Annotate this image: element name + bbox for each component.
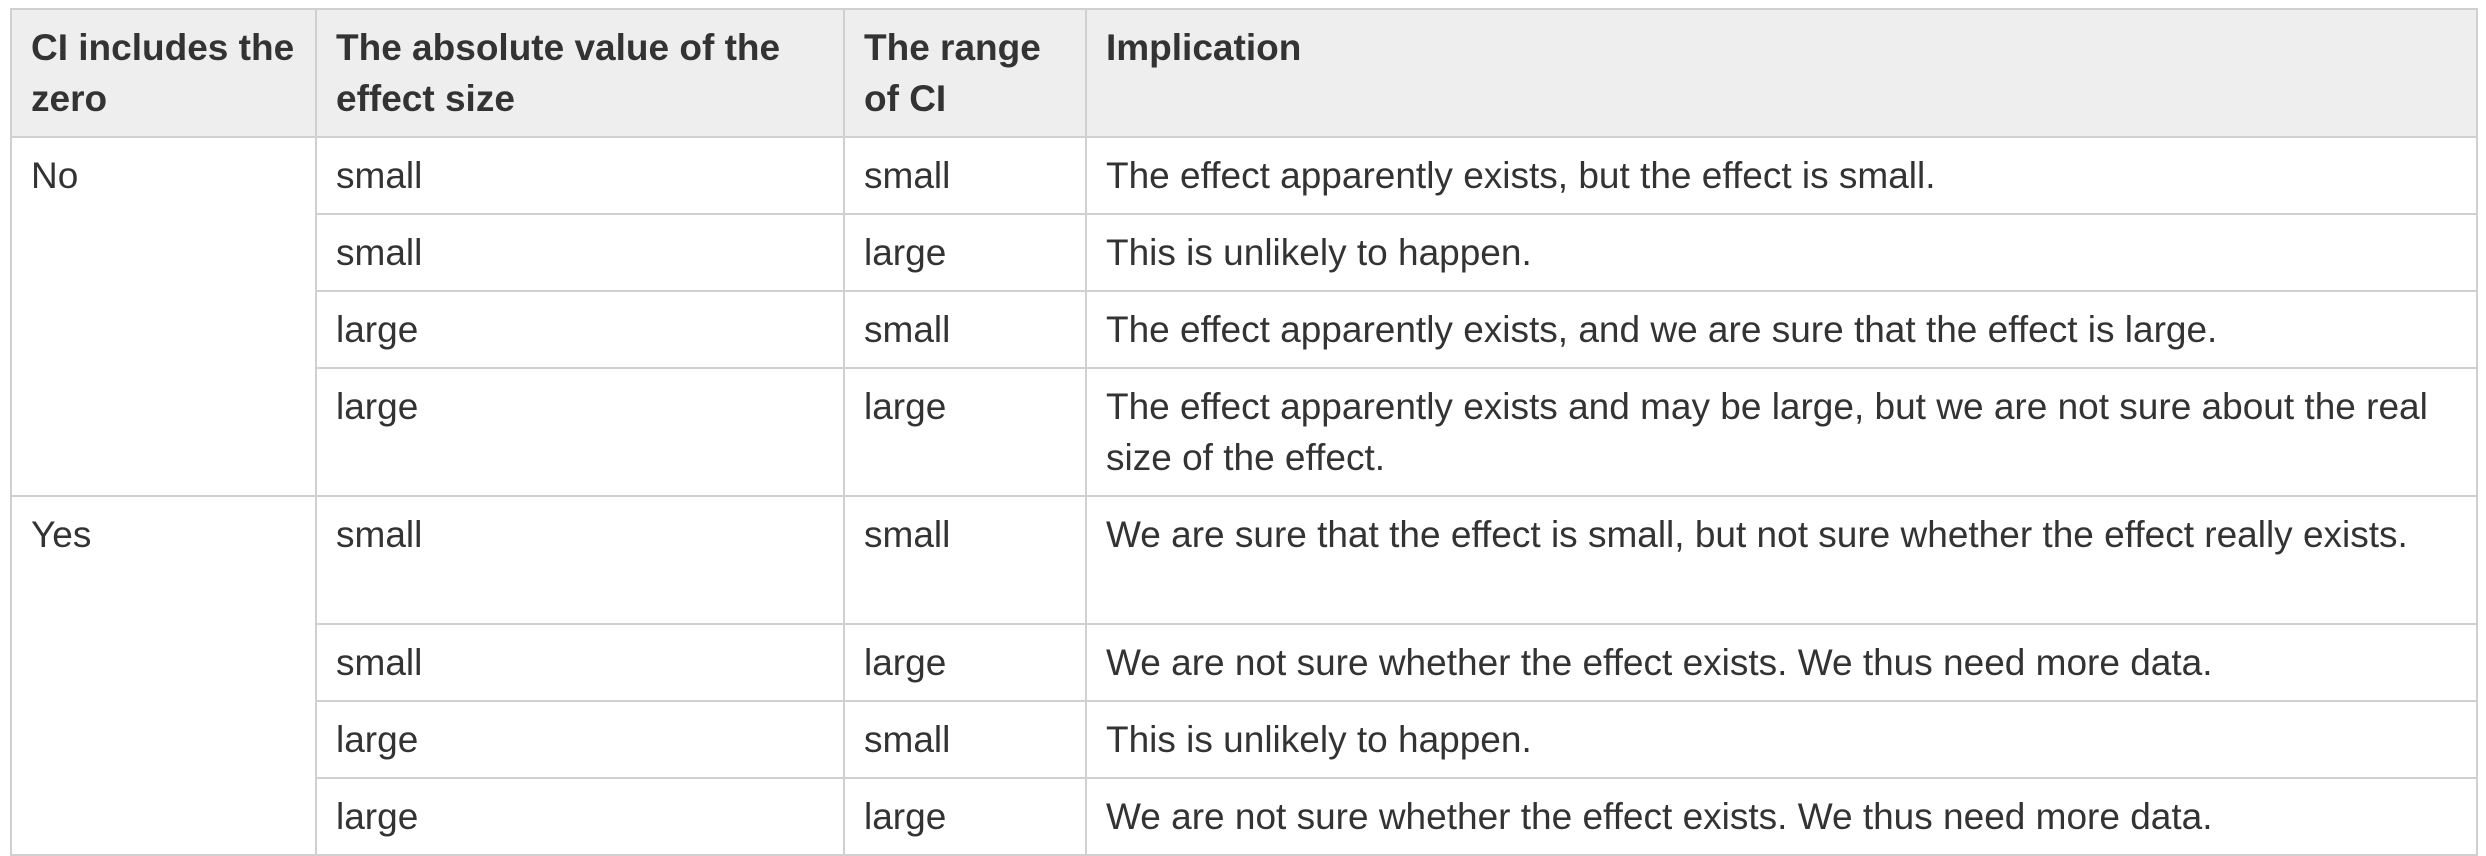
ci-range-cell: small [843,290,1087,369]
ci-range-cell: small [843,495,1087,625]
implication-cell: The effect apparently exists, but the ef… [1085,136,2478,215]
ci-includes-zero-cell: Yes [10,495,317,856]
table-row: large small The effect apparently exists… [11,290,2478,369]
table-row: small large This is unlikely to happen. [11,213,2478,292]
table-row: large large We are not sure whether the … [11,777,2478,856]
ci-range-cell: large [843,213,1087,292]
implication-cell: We are not sure whether the effect exist… [1085,777,2478,856]
effect-size-cell: small [315,495,845,625]
implication-cell: We are not sure whether the effect exist… [1085,623,2478,702]
implication-cell: This is unlikely to happen. [1085,700,2478,779]
implication-cell: This is unlikely to happen. [1085,213,2478,292]
header-ci-range: The range of CI [843,8,1087,138]
ci-includes-zero-cell: No [10,136,317,497]
table-row: Yes small small We are sure that the eff… [10,495,2478,856]
effect-size-cell: large [315,777,845,856]
header-implication: Implication [1085,8,2478,138]
ci-interpretation-table: CI includes the zero The absolute value … [10,8,2478,856]
table-row: No small small The effect apparently exi… [10,136,2478,497]
ci-range-cell: large [843,623,1087,702]
effect-size-cell: large [315,290,845,369]
table-row: large large The effect apparently exists… [11,367,2478,497]
table-row: large small This is unlikely to happen. [11,700,2478,779]
effect-size-cell: small [315,623,845,702]
ci-range-cell: small [843,136,1087,215]
header-effect-size: The absolute value of the effect size [315,8,845,138]
ci-range-cell: large [843,367,1087,497]
implication-cell: We are sure that the effect is small, bu… [1085,495,2478,625]
table-body: No small small The effect apparently exi… [10,136,2478,856]
table-row: small large We are not sure whether the … [11,623,2478,702]
ci-range-cell: small [843,700,1087,779]
effect-size-cell: small [315,213,845,292]
effect-size-cell: large [315,367,845,497]
implication-cell: The effect apparently exists and may be … [1085,367,2478,497]
header-row: CI includes the zero The absolute value … [10,8,2478,138]
effect-size-cell: large [315,700,845,779]
ci-range-cell: large [843,777,1087,856]
effect-size-cell: small [315,136,845,215]
implication-cell: The effect apparently exists, and we are… [1085,290,2478,369]
table-header: CI includes the zero The absolute value … [10,8,2478,138]
header-ci-includes-zero: CI includes the zero [10,8,317,138]
